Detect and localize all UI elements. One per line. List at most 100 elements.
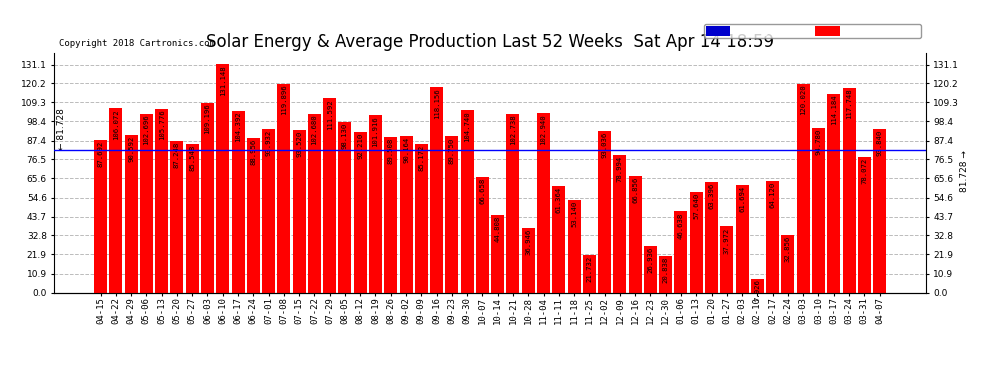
Bar	[247, 138, 259, 292]
Text: 114.184: 114.184	[831, 95, 837, 125]
Bar	[797, 84, 810, 292]
Bar	[812, 128, 825, 292]
Text: 78.994: 78.994	[617, 156, 623, 182]
Bar	[446, 136, 458, 292]
Bar	[567, 200, 580, 292]
Bar	[873, 129, 886, 292]
Text: 20.838: 20.838	[662, 257, 668, 284]
Bar	[476, 177, 489, 292]
Text: 92.210: 92.210	[357, 133, 363, 159]
Text: 88.956: 88.956	[250, 139, 256, 165]
Bar	[721, 226, 734, 292]
Text: 93.520: 93.520	[296, 131, 302, 157]
Bar	[857, 157, 871, 292]
Text: 106.072: 106.072	[113, 109, 119, 140]
Text: 87.248: 87.248	[174, 142, 180, 168]
Bar	[125, 135, 138, 292]
Text: 102.680: 102.680	[312, 115, 318, 146]
Bar	[170, 141, 183, 292]
Text: 61.694: 61.694	[740, 186, 745, 212]
Text: 105.776: 105.776	[158, 110, 164, 140]
Text: 102.738: 102.738	[510, 115, 516, 146]
Bar	[415, 144, 428, 292]
Text: 101.916: 101.916	[372, 116, 378, 147]
Text: 94.780: 94.780	[816, 129, 822, 155]
Bar	[201, 103, 214, 292]
Bar	[491, 214, 504, 292]
Bar	[339, 122, 351, 292]
Bar	[140, 114, 152, 292]
Text: 37.972: 37.972	[724, 227, 730, 254]
Bar	[583, 255, 596, 292]
Bar	[750, 279, 764, 292]
Text: 131.148: 131.148	[220, 65, 226, 96]
Bar	[674, 211, 687, 292]
Bar	[293, 130, 306, 292]
Bar	[430, 87, 444, 292]
Text: 89.750: 89.750	[448, 137, 454, 164]
Bar	[614, 155, 627, 292]
Text: 93.932: 93.932	[265, 130, 271, 156]
Bar	[353, 132, 366, 292]
Bar	[94, 140, 107, 292]
Text: 118.156: 118.156	[434, 88, 440, 118]
Bar	[277, 84, 290, 292]
Text: 32.856: 32.856	[785, 236, 791, 262]
Bar	[736, 185, 748, 292]
Bar	[537, 114, 550, 292]
Text: 104.392: 104.392	[235, 112, 241, 142]
Text: 109.196: 109.196	[205, 104, 211, 134]
Text: 89.508: 89.508	[388, 138, 394, 164]
Bar	[308, 114, 321, 292]
Text: 78.072: 78.072	[861, 158, 867, 184]
Text: 102.940: 102.940	[541, 114, 546, 145]
Bar	[842, 88, 855, 292]
Text: 21.732: 21.732	[586, 256, 592, 282]
Bar	[186, 144, 199, 292]
Text: 7.926: 7.926	[754, 280, 760, 302]
Bar	[369, 115, 382, 292]
Text: 44.808: 44.808	[495, 216, 501, 242]
Bar	[323, 98, 337, 292]
Bar	[828, 94, 841, 292]
Bar	[155, 108, 168, 292]
Bar	[384, 137, 397, 292]
Text: 90.164: 90.164	[403, 136, 409, 163]
Text: 63.396: 63.396	[709, 183, 715, 209]
Text: Copyright 2018 Cartronics.com: Copyright 2018 Cartronics.com	[58, 39, 215, 48]
Bar	[705, 182, 718, 292]
Bar	[522, 228, 535, 292]
Text: 26.936: 26.936	[647, 246, 653, 273]
Text: 117.748: 117.748	[846, 88, 852, 119]
Text: 90.592: 90.592	[128, 136, 134, 162]
Text: 119.896: 119.896	[281, 85, 287, 116]
Bar	[629, 176, 642, 292]
Text: 57.640: 57.640	[693, 193, 699, 219]
Text: 102.696: 102.696	[144, 115, 149, 146]
Bar	[552, 186, 565, 292]
Text: 98.130: 98.130	[342, 123, 347, 149]
Bar	[766, 181, 779, 292]
Bar	[781, 236, 794, 292]
Text: 61.364: 61.364	[555, 187, 561, 213]
Text: 66.856: 66.856	[633, 177, 639, 203]
Text: 64.120: 64.120	[769, 182, 775, 208]
Text: 85.172: 85.172	[419, 145, 425, 171]
Bar	[262, 129, 275, 292]
Title: Solar Energy & Average Production Last 52 Weeks  Sat Apr 14 18:59: Solar Energy & Average Production Last 5…	[206, 33, 774, 51]
Legend: Average  (kWh), Weekly  (kWh): Average (kWh), Weekly (kWh)	[704, 24, 921, 38]
Bar	[400, 136, 413, 292]
Text: ← 81.728: ← 81.728	[57, 108, 66, 150]
Bar	[598, 131, 611, 292]
Bar	[232, 111, 245, 292]
Text: 87.692: 87.692	[98, 141, 104, 167]
Bar	[659, 256, 672, 292]
Bar	[507, 114, 520, 292]
Bar	[460, 110, 473, 292]
Text: 85.548: 85.548	[189, 145, 195, 171]
Text: 81.728 →: 81.728 →	[960, 150, 969, 192]
Text: 111.592: 111.592	[327, 99, 333, 130]
Text: 120.020: 120.020	[800, 85, 806, 115]
Text: 93.036: 93.036	[602, 132, 608, 158]
Text: 93.840: 93.840	[876, 130, 882, 156]
